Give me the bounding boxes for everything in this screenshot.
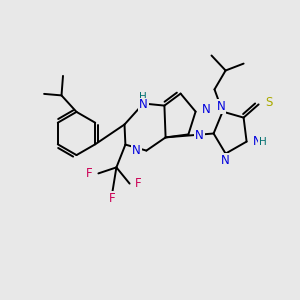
Text: N: N (195, 129, 204, 142)
Text: N: N (217, 100, 226, 113)
Text: N: N (132, 144, 141, 157)
Text: F: F (86, 167, 93, 180)
Text: N: N (139, 98, 148, 112)
Text: F: F (109, 191, 116, 205)
Text: H: H (259, 136, 267, 147)
Text: F: F (135, 177, 142, 190)
Text: S: S (265, 96, 273, 110)
Text: N: N (202, 103, 211, 116)
Text: N: N (221, 154, 230, 167)
Text: N: N (253, 135, 262, 148)
Text: H: H (139, 92, 147, 102)
